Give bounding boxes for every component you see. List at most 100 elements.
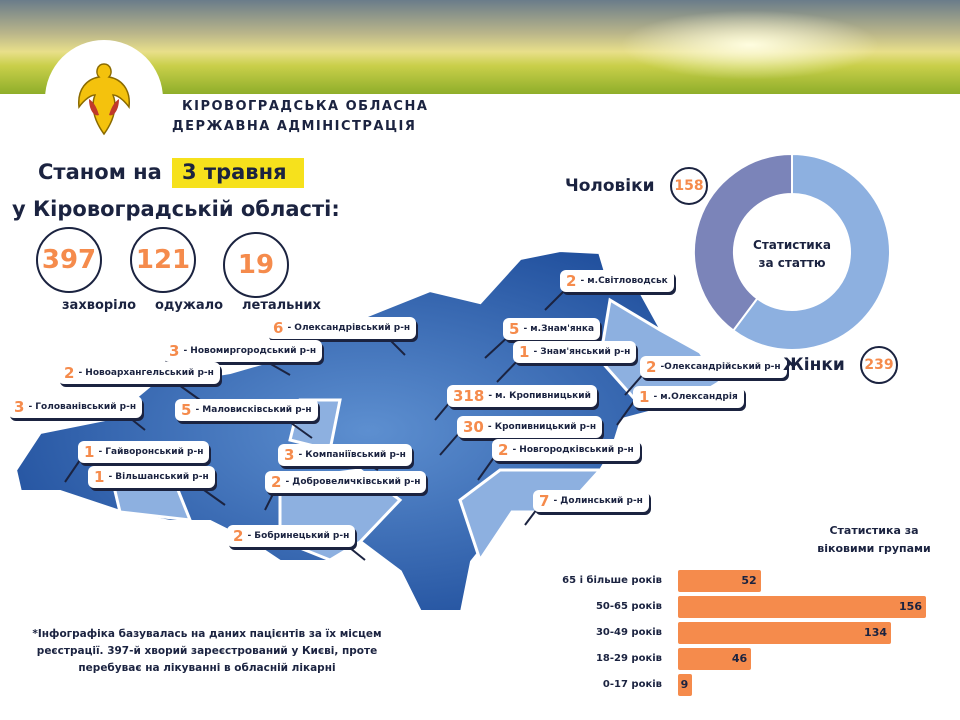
donut-center-line-1: Статистика	[753, 238, 831, 252]
women-label: Жінки	[783, 355, 845, 375]
donut-slice-men	[693, 152, 793, 332]
district-count: 1	[519, 343, 530, 361]
district-count: 3	[169, 342, 180, 360]
age-bar-label: 30-49 років	[595, 627, 662, 638]
district-count: 1	[94, 468, 105, 486]
district-name: - Знам'янський р-н	[533, 347, 631, 357]
district-name: - м.Олександрія	[653, 392, 738, 402]
age-bar: 52	[678, 570, 761, 592]
stat-infected-label: захворіло	[62, 298, 137, 313]
district-name: - м.Світловодськ	[580, 276, 668, 286]
age-bar-row: 50-65 років 156	[560, 596, 950, 618]
age-bar-value: 46	[731, 652, 748, 665]
age-bar-value: 156	[899, 600, 922, 613]
district-label: 1- Знам'янський р-н	[513, 341, 637, 363]
district-label: 318- м. Кропивницький	[447, 385, 597, 407]
district-count: 30	[463, 418, 484, 436]
age-bar-value: 134	[864, 626, 888, 639]
district-name: - Гайворонський р-н	[98, 447, 204, 457]
district-count: 1	[84, 443, 95, 461]
district-count: 5	[181, 401, 192, 419]
district-count: 3	[14, 398, 25, 416]
organization-name: КІРОВОГРАДСЬКА ОБЛАСНА ДЕРЖАВНА АДМІНІСТ…	[172, 97, 428, 137]
footnote: *Інфографіка базувалась на даних пацієнт…	[32, 628, 382, 674]
stat-recovered-label: одужало	[155, 298, 224, 313]
district-label: 2- Бобринецький р-н	[227, 525, 356, 547]
donut-slice-women	[731, 152, 891, 351]
donut-center-label: Статистика за статтю	[742, 236, 842, 272]
age-bar-row: 18-29 років 46	[560, 648, 950, 670]
district-count: 2	[498, 441, 509, 459]
district-label: 2- Новоархангельський р-н	[58, 362, 220, 384]
district-name: - Новомиргородський р-н	[183, 346, 317, 356]
age-bar-value: 9	[680, 678, 689, 691]
stat-deaths-label: летальних	[242, 298, 321, 313]
district-name: - Маловисківський р-н	[195, 405, 312, 415]
header-banner	[0, 0, 960, 94]
district-name: - Новоархангельський р-н	[78, 368, 214, 378]
stat-recovered: 121	[130, 227, 196, 293]
district-name: - Голованівський р-н	[28, 402, 137, 412]
district-name: - Олександрівський р-н	[287, 323, 411, 333]
age-bar: 134	[678, 622, 892, 644]
title-prefix: Станом на	[38, 160, 162, 184]
donut-center-line-2: за статтю	[758, 256, 826, 270]
district-count: 2	[566, 272, 577, 290]
district-count: 7	[539, 492, 550, 510]
age-bar-label: 18-29 років	[595, 653, 662, 664]
district-count: 2	[271, 473, 282, 491]
org-line-2: ДЕРЖАВНА АДМІНІСТРАЦІЯ	[172, 119, 417, 134]
district-count: 2	[233, 527, 244, 545]
district-label: 1- Гайворонський р-н	[78, 441, 210, 463]
district-name: - Вільшанський р-н	[108, 472, 209, 482]
age-title-line-2: віковими групами	[817, 542, 931, 555]
district-name: - Добровеличківський р-н	[285, 477, 421, 487]
district-count: 2	[64, 364, 75, 382]
title-date: 3 травня	[172, 158, 304, 188]
district-name: - Кропивницький р-н	[487, 422, 597, 432]
gender-donut-chart	[693, 152, 891, 351]
district-label: 2 -Олександрійський р-н	[640, 356, 787, 378]
age-bar: 156	[678, 596, 926, 618]
age-bar-row: 30-49 років 134	[560, 622, 950, 644]
district-count: 6	[273, 319, 284, 337]
district-name: - м.Знам'янка	[523, 324, 595, 334]
district-count: 1	[639, 388, 650, 406]
district-count: 3	[284, 446, 295, 464]
district-count: 318	[453, 387, 485, 405]
district-label: 2- Новгородківський р-н	[492, 439, 640, 461]
district-label: 3- Голованівський р-н	[8, 396, 143, 418]
district-label: 30- Кропивницький р-н	[457, 416, 603, 438]
age-bar-label: 65 і більше років	[562, 575, 662, 586]
age-bar-row: 0-17 років 9	[560, 674, 950, 696]
men-label: Чоловіки	[565, 176, 655, 196]
district-label: 5- Маловисківський р-н	[175, 399, 318, 421]
district-name: - Компаніївський р-н	[298, 450, 406, 460]
age-bar-value: 52	[741, 574, 757, 587]
map-district-light	[458, 468, 604, 564]
logo	[45, 40, 163, 158]
men-count: 158	[670, 167, 708, 205]
stat-deaths: 19	[223, 232, 289, 298]
age-bar: 46	[678, 648, 752, 670]
age-title-line-1: Статистика за	[829, 524, 919, 537]
age-bar-row: 65 і більше років 52	[560, 570, 950, 592]
district-label: 3- Новомиргородський р-н	[163, 340, 323, 362]
district-label: 6- Олександрівський р-н	[267, 317, 417, 339]
age-chart-title: Статистика за віковими групами	[800, 522, 948, 558]
age-bar-label: 0-17 років	[602, 679, 662, 690]
district-count: 5	[509, 320, 520, 338]
district-name: -Олександрійський р-н	[660, 362, 781, 372]
district-label: 7- Долинський р-н	[533, 490, 649, 512]
district-name: - Бобринецький р-н	[247, 531, 350, 541]
district-label: 1- м.Олександрія	[633, 386, 744, 408]
title-region: у Кіровоградській області:	[12, 197, 340, 221]
eagle-emblem-icon	[78, 63, 130, 136]
district-name: - Долинський р-н	[553, 496, 643, 506]
district-label: 1- Вільшанський р-н	[88, 466, 215, 488]
women-count: 239	[860, 346, 898, 384]
district-name: - Новгородківський р-н	[512, 445, 634, 455]
stat-infected: 397	[36, 227, 102, 293]
district-label: 2- м.Світловодськ	[560, 270, 674, 292]
sun-glow	[620, 10, 880, 80]
